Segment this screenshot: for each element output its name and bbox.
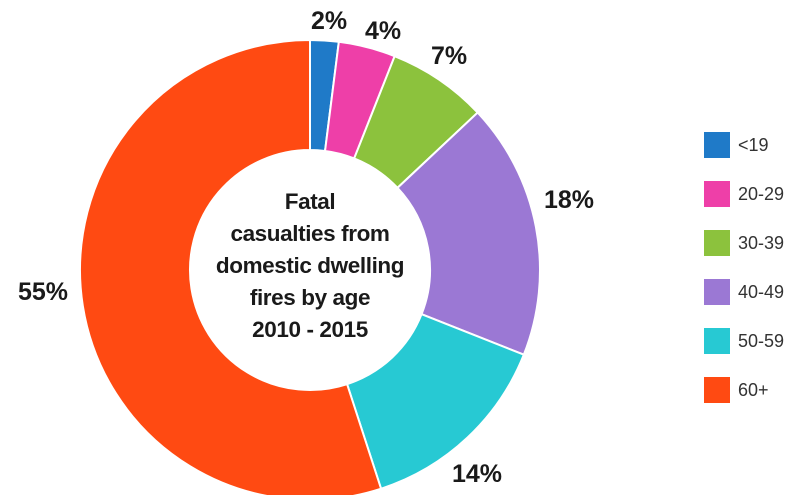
legend-swatch [704, 377, 730, 403]
legend-label: <19 [738, 134, 769, 155]
donut-slice-60 [79, 38, 383, 495]
legend-label: 50-59 [738, 330, 785, 351]
donut-slice-40-49 [396, 111, 542, 356]
title-line-3: domestic dwelling [215, 253, 405, 278]
title-line-5: 2010 - 2015 [252, 317, 368, 342]
legend-item-20-29: 20-29 [704, 181, 784, 207]
legend-item-60-plus: 60+ [704, 377, 784, 403]
legend-swatch [704, 181, 730, 207]
legend-swatch [704, 230, 730, 256]
legend-swatch [704, 328, 730, 354]
legend-item-under-19: <19 [704, 132, 784, 158]
legend-label: 30-39 [738, 232, 785, 253]
legend-label: 20-29 [738, 183, 785, 204]
chart-legend: <19 20-29 30-39 40-49 50-59 60+ [704, 132, 784, 426]
data-label-40-49: 18% [544, 186, 595, 214]
donut-slice-50-59 [345, 312, 526, 491]
title-line-4: fires by age [249, 285, 371, 310]
chart-title: Fatal casualties from domestic dwelling … [190, 186, 430, 346]
legend-item-30-39: 30-39 [704, 230, 784, 256]
legend-item-50-59: 50-59 [704, 328, 784, 354]
legend-item-40-49: 40-49 [704, 279, 784, 305]
legend-label: 60+ [738, 379, 769, 400]
legend-swatch [704, 279, 730, 305]
data-label-60-plus: 55% [18, 278, 69, 306]
legend-swatch [704, 132, 730, 158]
title-line-1: Fatal [284, 189, 336, 214]
data-label-under-19: 2% [311, 7, 348, 35]
legend-label: 40-49 [738, 281, 785, 302]
title-line-2: casualties from [230, 221, 390, 246]
data-label-50-59: 14% [452, 460, 503, 488]
data-label-30-39: 7% [431, 42, 468, 70]
data-label-20-29: 4% [365, 17, 402, 45]
